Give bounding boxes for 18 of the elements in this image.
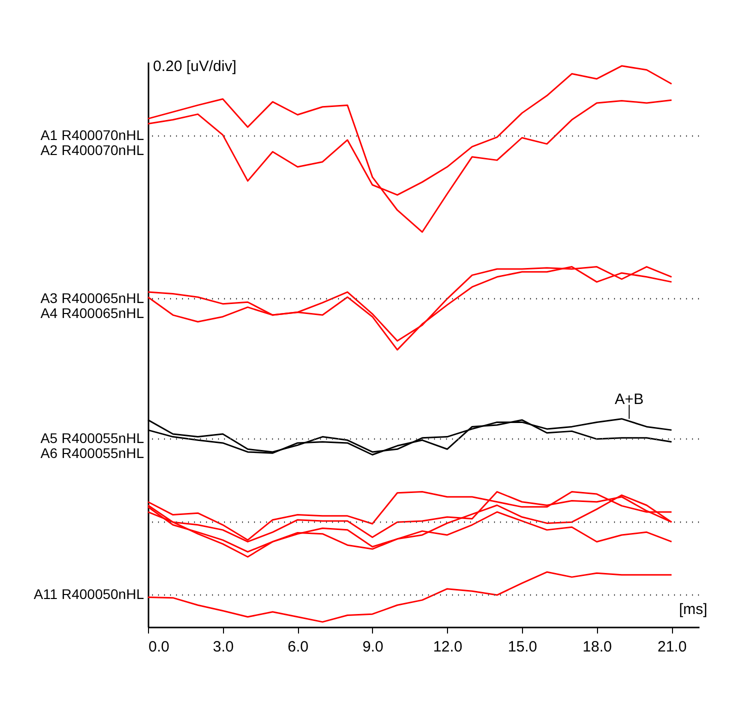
text: A1 R400070nHL	[40, 127, 144, 144]
ref-line-label: A11 R400050nHL	[34, 586, 144, 602]
annotation: 0.20 [uV/div]	[153, 58, 236, 75]
text: A6 R400055nHL	[40, 445, 144, 462]
x-tick-label: 3.0	[212, 638, 234, 656]
x-tick-label: 6.0	[288, 638, 309, 656]
x-tick-label: 9.0	[362, 638, 384, 656]
annotation: A+B	[614, 390, 644, 408]
x-tick-label: 18.0	[582, 638, 612, 656]
x-tick-label: 12.0	[433, 638, 462, 656]
text: A2 R400070nHL	[40, 142, 144, 158]
x-tick-label: 21.0	[657, 638, 687, 656]
text: A3 R400065nHL	[40, 290, 144, 306]
text: A4 R400065nHL	[40, 304, 144, 321]
text: A5 R400055nHL	[40, 430, 144, 446]
x-tick-label: 0.0	[148, 638, 170, 656]
x-tick-label: 15.0	[508, 638, 538, 656]
x-axis-title: [ms]	[679, 601, 708, 618]
